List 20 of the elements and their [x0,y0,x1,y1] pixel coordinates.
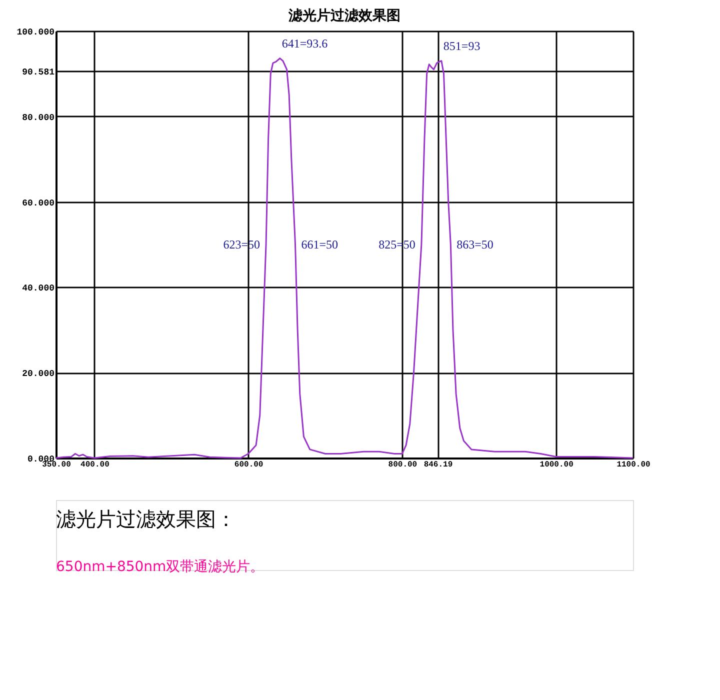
x-tick-label: 1100.00 [616,460,650,470]
x-tick-label: 600.00 [234,460,264,470]
y-tick-label: 80.000 [22,112,54,123]
annotation: 851=93 [443,38,480,53]
text: 滤光片过滤效果图： [56,507,236,531]
y-tick-label: 40.000 [22,284,54,294]
y-tick-label: 60.000 [22,198,54,208]
annotation: 863=50 [456,238,494,252]
x-tick-label: 350.00 [42,460,72,470]
x-tick-label: 800.00 [388,460,418,470]
y-tick-label: 100.000 [16,28,54,38]
chart-title: 滤光片过滤效果图 [288,8,400,24]
text: 650nm+850nm双带通滤光片。 [56,559,264,575]
x-tick-label: 846.19 [424,460,453,470]
x-tick-label: 1000.00 [540,460,574,470]
annotation: 661=50 [301,238,338,252]
y-tick-label: 20.000 [22,369,54,380]
annotation: 641=93.6 [282,36,328,50]
x-tick-label: 400.00 [80,460,110,470]
y-tick-label: 90.581 [22,68,56,78]
